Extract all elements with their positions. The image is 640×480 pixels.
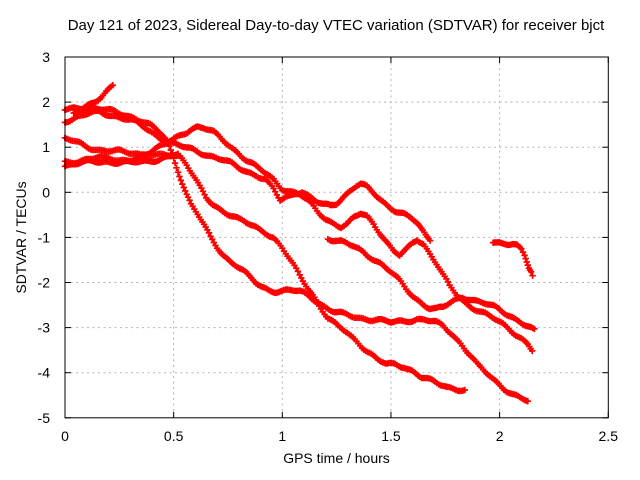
y-tick-label: 2 bbox=[42, 94, 50, 110]
y-tick-label: -1 bbox=[38, 229, 51, 245]
gridlines bbox=[65, 57, 609, 418]
x-tick-label: 0 bbox=[61, 428, 69, 444]
y-tick-label: -3 bbox=[38, 320, 51, 336]
y-tick-label: -2 bbox=[38, 275, 51, 291]
data-series bbox=[61, 82, 538, 405]
x-tick-label: 1 bbox=[278, 428, 286, 444]
y-tick-label: -5 bbox=[38, 410, 51, 426]
y-tick-label: -4 bbox=[38, 365, 51, 381]
series-trace-detached-valley-peak bbox=[324, 236, 538, 333]
plot-border bbox=[64, 56, 609, 419]
chart-title: Day 121 of 2023, Sidereal Day-to-day VTE… bbox=[68, 17, 605, 34]
y-axis-label: SDTVAR / TECUs bbox=[13, 181, 29, 293]
series-trace-low-flat-tail bbox=[61, 150, 468, 395]
series-trace-steep-to-shelf bbox=[61, 104, 531, 405]
x-tick-label: 2 bbox=[496, 428, 504, 444]
axis-ticks bbox=[64, 56, 609, 419]
x-tick-label: 2.5 bbox=[599, 428, 619, 444]
x-tick-labels: 0 0.5 1 1.5 2 2.5 bbox=[61, 428, 618, 444]
series-trace-hook bbox=[489, 239, 536, 279]
y-tick-label: 1 bbox=[42, 139, 50, 155]
x-axis-label: GPS time / hours bbox=[283, 450, 390, 466]
y-tick-label: 0 bbox=[42, 184, 50, 200]
y-tick-labels: 3 2 1 0 -1 -2 -3 -4 -5 bbox=[38, 49, 51, 426]
x-tick-label: 1.5 bbox=[381, 428, 401, 444]
y-tick-label: 3 bbox=[42, 49, 50, 65]
x-tick-label: 0.5 bbox=[164, 428, 184, 444]
